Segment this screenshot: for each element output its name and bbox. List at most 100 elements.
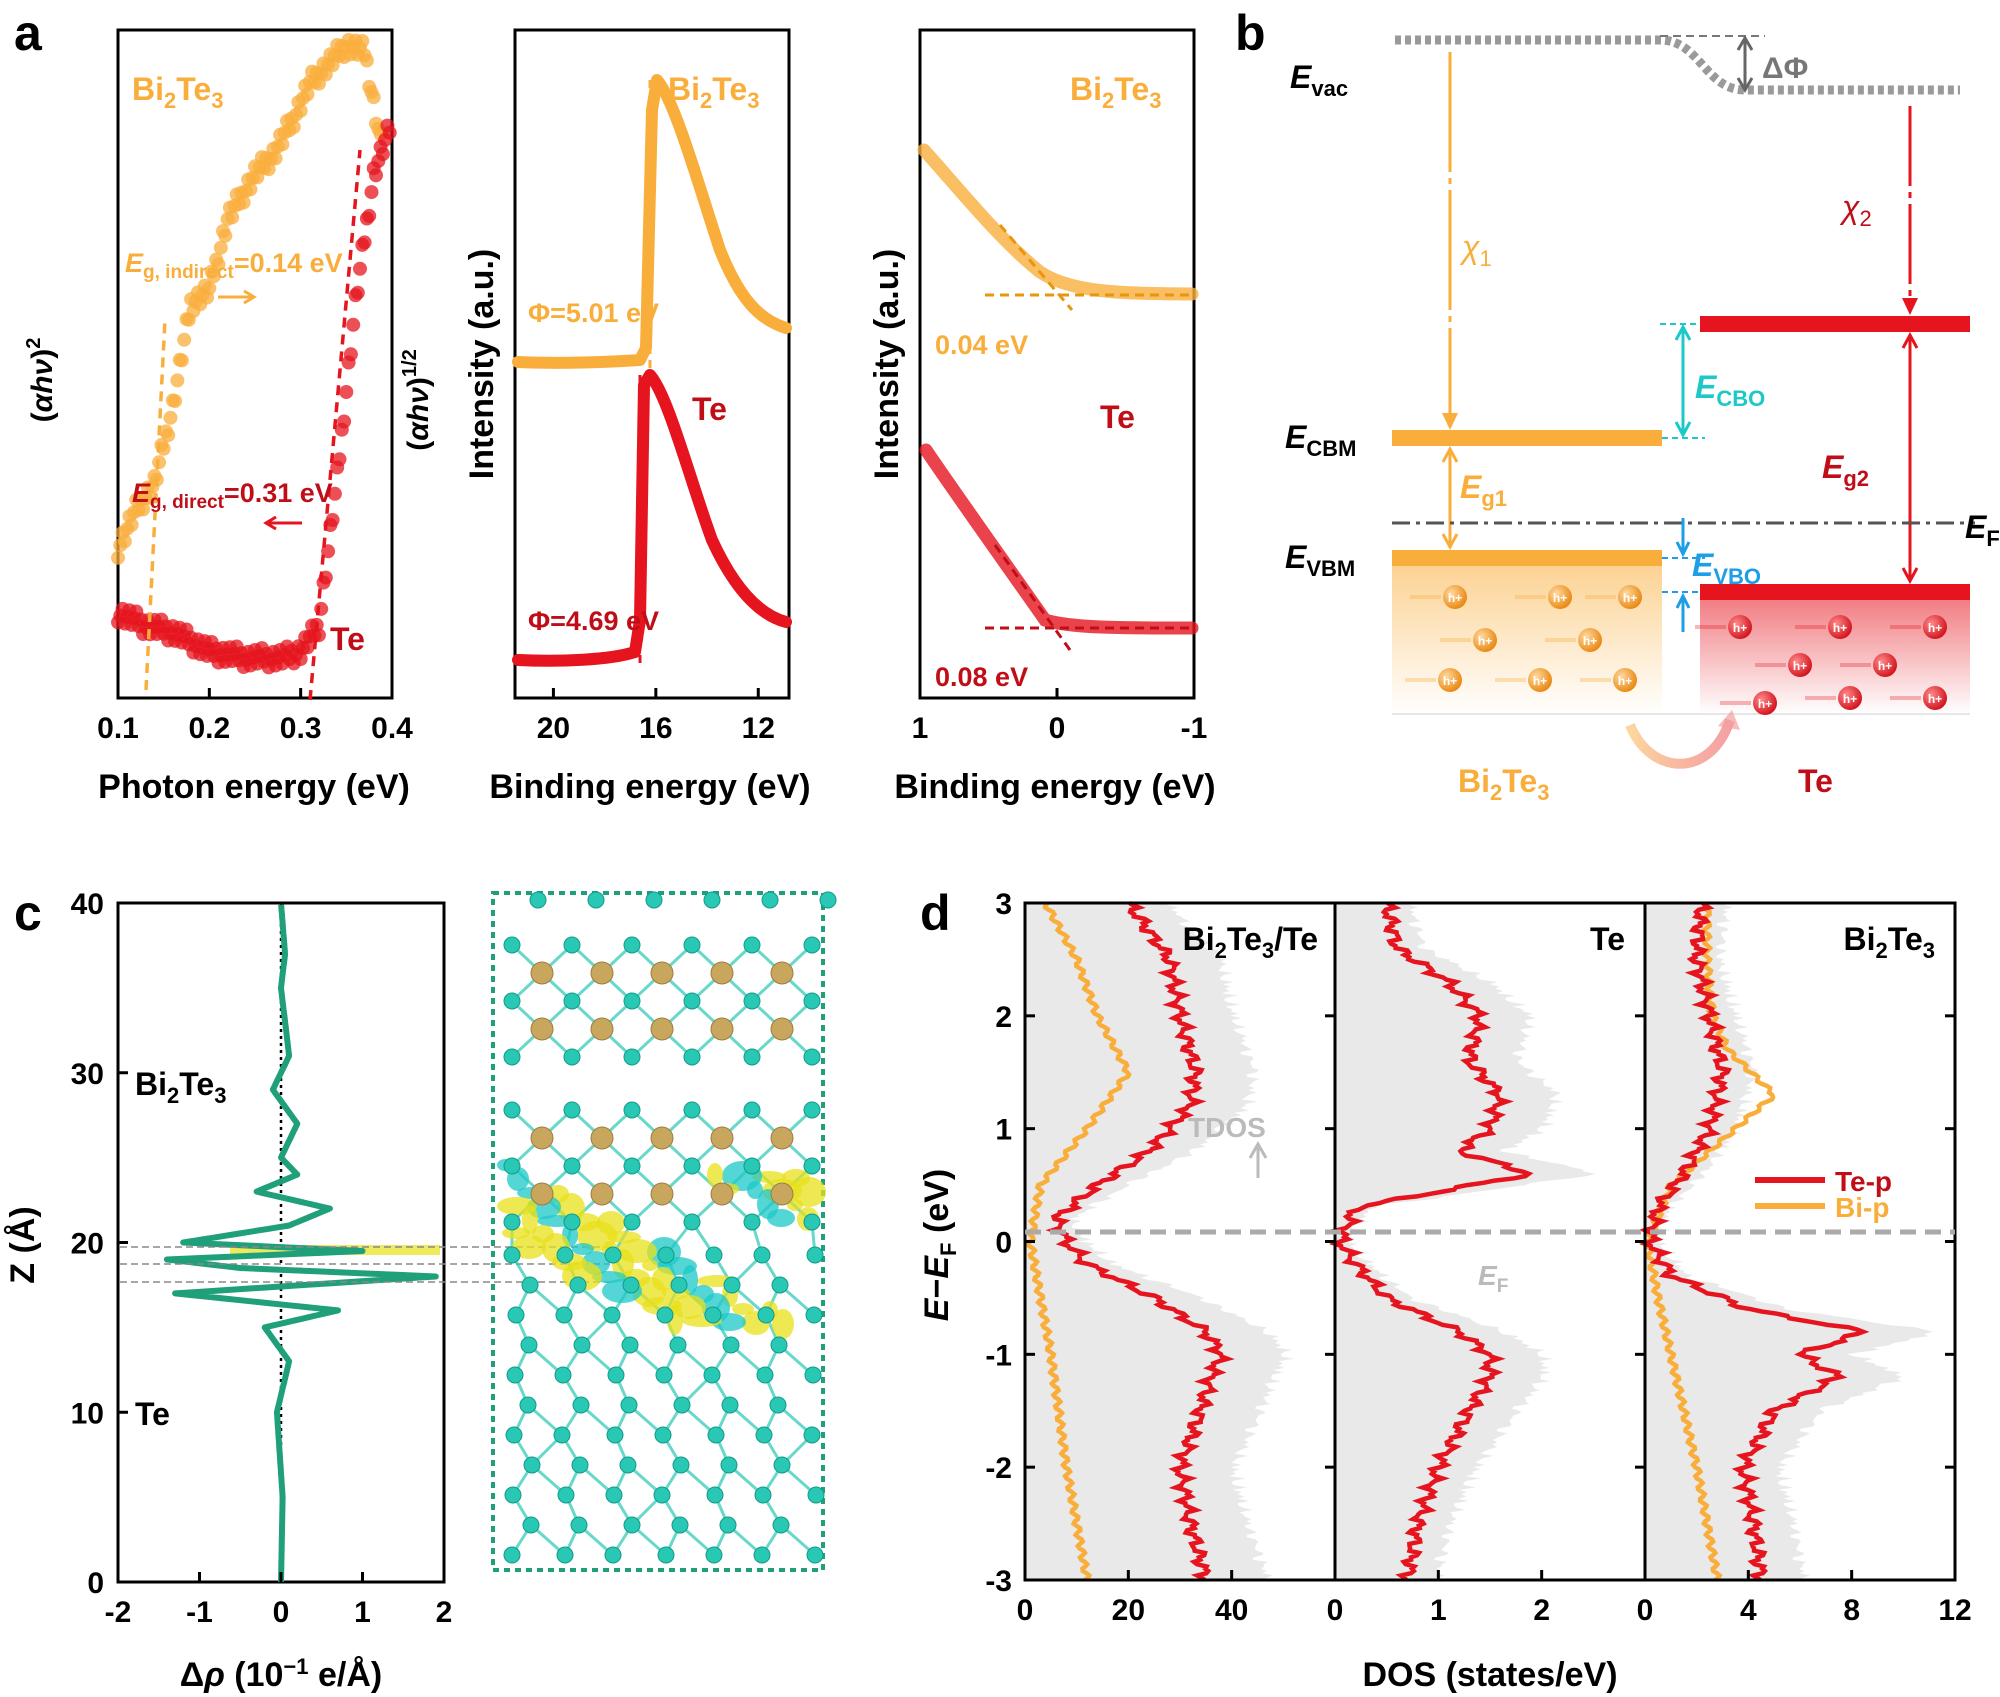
struct-atom-27 xyxy=(770,1017,794,1041)
struct-atom-88 xyxy=(506,1366,524,1384)
d-xtick-label-1-0: 0 xyxy=(1327,1594,1344,1627)
struct-atom-23 xyxy=(530,1017,554,1041)
b-hole-label-bi2te3-2: h+ xyxy=(1623,591,1637,605)
struct-atom-34 xyxy=(503,1101,521,1119)
struct-atom-56 xyxy=(503,1213,521,1231)
struct-atom-70 xyxy=(569,1276,587,1294)
struct-atom-102 xyxy=(553,1426,571,1444)
struct-atom-87 xyxy=(770,1336,788,1354)
struct-atom-10 xyxy=(743,936,761,954)
b-ecbm-label: ECBM xyxy=(1285,419,1356,461)
d-te-p-line-1 xyxy=(1328,901,1534,1582)
struct-atom-12 xyxy=(530,961,554,985)
struct-atom-109 xyxy=(571,1456,589,1474)
a2-label-bi2te3: Bi2Te3 xyxy=(668,71,759,113)
struct-density-blob-58 xyxy=(512,1235,546,1259)
struct-atom-44 xyxy=(770,1126,794,1150)
a1-tick-label-3: 0.4 xyxy=(371,712,413,745)
b-hole-label-te-5: h+ xyxy=(1758,697,1772,711)
a1-bi-dots-dot-45 xyxy=(213,240,228,255)
chart-a3: Bi2Te3 Te 0.04 eV 0.08 eV Intensity (a.u… xyxy=(868,28,1216,806)
struct-atom-65 xyxy=(657,1246,675,1264)
a1-bi-dots-dot-0 xyxy=(111,550,125,565)
d-te-p-line-0 xyxy=(1045,901,1235,1582)
struct-atom-69 xyxy=(521,1276,539,1294)
a3-ylabel: Intensity (a.u.) xyxy=(868,249,906,479)
d-xtick-label-1-1: 1 xyxy=(1430,1594,1447,1627)
d-title-3: Bi2Te3 xyxy=(1844,921,1935,963)
c-xlabel: Δρ (10−1 e/Å) xyxy=(180,1654,382,1694)
b-hole-bi2te3-6 xyxy=(1528,668,1552,692)
struct-atom-75 xyxy=(507,1306,525,1324)
a1-bi-dots-dot-55 xyxy=(236,195,251,210)
struct-atom-133 xyxy=(806,1546,824,1564)
b-hole-label-bi2te3-4: h+ xyxy=(1583,634,1597,648)
d-xtick-label-0-2: 40 xyxy=(1215,1594,1248,1627)
a1-te-dots-dot-116 xyxy=(375,147,390,161)
a1-tick-label-2: 0.3 xyxy=(280,712,322,745)
b-bi2te3-valence-fill xyxy=(1392,566,1662,714)
struct-atom-71 xyxy=(622,1276,640,1294)
d-xtick-label-2-3: 12 xyxy=(1938,1594,1971,1627)
struct-atom-66 xyxy=(705,1246,723,1264)
d-tdos-fill-1 xyxy=(1335,903,1596,1580)
a1-te-dots-dot-106 xyxy=(353,261,367,276)
a1-te-dots xyxy=(111,118,397,675)
struct-atom-45 xyxy=(503,1157,521,1175)
a3-tick-label-0: 1 xyxy=(912,712,929,745)
b-hole-te-2 xyxy=(1923,615,1947,639)
a3-tick-label-1: 0 xyxy=(1049,712,1066,745)
c-ytick-label-3: 30 xyxy=(71,1058,104,1091)
panel-label-b: b xyxy=(1235,5,1266,61)
b-eg2-arrow xyxy=(1901,331,1919,585)
b-hole-bi2te3-4 xyxy=(1578,628,1602,652)
struct-atom-130 xyxy=(657,1546,675,1564)
a1-te-dots-dot-95 xyxy=(327,486,342,501)
struct-atom-4 xyxy=(761,891,779,909)
c-ytick-label-2: 20 xyxy=(71,1228,104,1261)
c-label-bi2te3: Bi2Te3 xyxy=(135,1066,226,1108)
d-ytick-label-5: 2 xyxy=(995,1001,1012,1034)
struct-density-blob-50 xyxy=(707,1163,723,1187)
struct-atom-97 xyxy=(620,1396,638,1414)
struct-atom-107 xyxy=(803,1426,821,1444)
d-legend-bi: Bi-p xyxy=(1835,1192,1889,1223)
struct-atom-7 xyxy=(563,936,581,954)
d-ytick-label-2: -1 xyxy=(985,1339,1012,1372)
a1-label-te: Te xyxy=(330,621,365,657)
struct-atom-17 xyxy=(503,992,521,1010)
struct-atom-98 xyxy=(673,1396,691,1414)
struct-atom-114 xyxy=(504,1486,522,1504)
struct-atom-24 xyxy=(590,1017,614,1041)
b-hole-label-te-6: h+ xyxy=(1843,692,1857,706)
b-chi2-head xyxy=(1902,298,1918,315)
b-hole-te-0 xyxy=(1728,615,1752,639)
struct-atom-38 xyxy=(743,1101,761,1119)
b-hole-te-1 xyxy=(1828,615,1852,639)
struct-atom-127 xyxy=(503,1546,521,1564)
struct-atom-81 xyxy=(805,1306,823,1324)
a1-fit-direct xyxy=(308,149,362,701)
b-vbo-arrow-bottom xyxy=(1675,592,1691,632)
d-ytick-label-0: -3 xyxy=(985,1565,1012,1598)
a1-arrow-direct xyxy=(263,515,302,531)
a1-label-bi2te3: Bi2Te3 xyxy=(132,71,223,113)
a1-bi-dots-dot-44 xyxy=(211,257,226,272)
struct-atom-57 xyxy=(563,1213,581,1231)
b-hole-label-bi2te3-1: h+ xyxy=(1553,591,1567,605)
struct-atom-26 xyxy=(710,1017,734,1041)
a3-series-te xyxy=(919,443,1199,635)
struct-density-blob-11 xyxy=(772,1309,794,1339)
a1-bi-dots-dot-83 xyxy=(300,87,315,102)
a3-fit-te-slope xyxy=(993,544,1072,651)
struct-atom-99 xyxy=(721,1396,739,1414)
b-ef-label: EF xyxy=(1965,509,2000,551)
struct-atom-2 xyxy=(645,891,663,909)
struct-atom-121 xyxy=(522,1516,540,1534)
b-hole-te-3 xyxy=(1788,653,1812,677)
a1-tick-label-0: 0.1 xyxy=(97,712,139,745)
a2-tick-label-2: 12 xyxy=(742,712,775,745)
d-ytick-label-6: 3 xyxy=(995,888,1012,921)
d-xlabel: DOS (states/eV) xyxy=(1362,1656,1617,1694)
struct-atom-59 xyxy=(683,1213,701,1231)
